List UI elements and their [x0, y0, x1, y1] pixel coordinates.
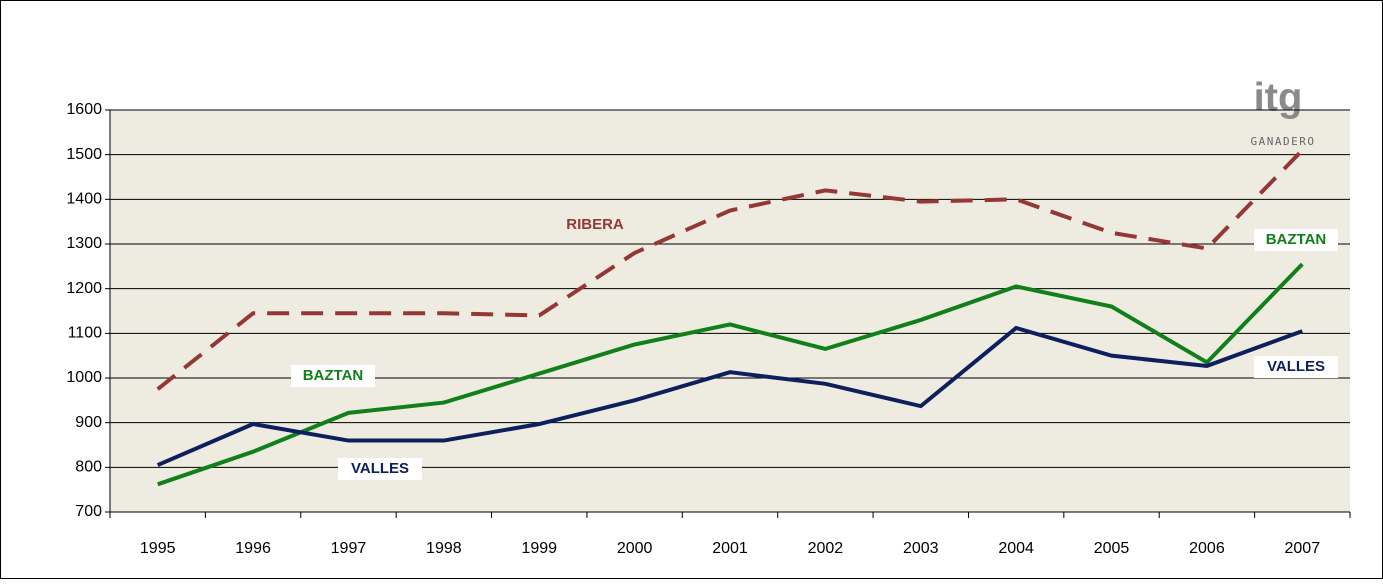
- y-tick-label: 1500: [66, 146, 102, 163]
- y-tick-label: 700: [75, 503, 102, 520]
- y-tick-label: 1100: [68, 325, 103, 342]
- label-bg: [1254, 229, 1338, 251]
- x-tick-label: 1995: [140, 540, 176, 557]
- x-tick-label: 2007: [1285, 540, 1321, 557]
- y-tick-label: 900: [75, 414, 102, 431]
- series-label: BAZTAN: [1266, 231, 1327, 248]
- series-line: [157, 262, 1304, 487]
- series-label: VALLES: [351, 460, 409, 477]
- x-tick-label: 2003: [903, 540, 939, 557]
- series-label: BAZTAN: [303, 367, 364, 384]
- label-bg: [338, 458, 422, 480]
- y-tick-label: 1300: [66, 235, 102, 252]
- x-tick-label: 2000: [617, 540, 653, 557]
- y-tick-label: 1400: [66, 191, 102, 208]
- y-tick-label: 1600: [66, 101, 102, 118]
- x-tick-label: 2005: [1094, 540, 1130, 557]
- label-bg: [291, 365, 375, 387]
- series-line: [156, 148, 1304, 391]
- x-tick-label: 2002: [808, 540, 844, 557]
- label-bg: [1254, 356, 1338, 378]
- x-tick-label: 1996: [235, 540, 271, 557]
- y-tick-label: 1000: [66, 369, 102, 386]
- series-label: RIBERA: [566, 216, 624, 233]
- series-label: VALLES: [1267, 358, 1325, 375]
- logo-mark: itg: [1254, 76, 1303, 120]
- x-tick-label: 2006: [1189, 540, 1225, 557]
- x-tick-label: 1998: [426, 540, 462, 557]
- y-tick-label: 800: [75, 459, 102, 476]
- x-tick-label: 2004: [998, 540, 1034, 557]
- x-tick-label: 1999: [521, 540, 557, 557]
- x-tick-label: 2001: [712, 540, 748, 557]
- y-tick-label: 1200: [66, 280, 102, 297]
- plot-area: [110, 110, 1350, 512]
- series-line: [156, 325, 1303, 467]
- logo-text: GANADERO: [1251, 135, 1316, 148]
- x-tick-label: 1997: [331, 540, 367, 557]
